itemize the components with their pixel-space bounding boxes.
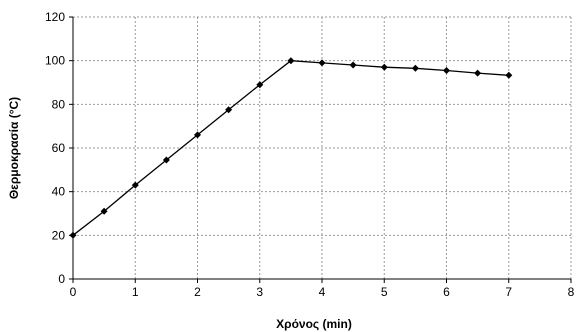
x-tick-label: 5 <box>381 285 388 299</box>
data-point-marker <box>318 59 326 67</box>
x-tick-label: 8 <box>568 285 575 299</box>
data-point-marker <box>100 207 108 215</box>
data-point-marker <box>474 69 482 77</box>
data-point-marker <box>194 131 201 139</box>
data-point-marker <box>162 156 170 164</box>
data-point-marker <box>131 181 139 189</box>
data-point-marker <box>380 63 388 71</box>
data-point-marker <box>256 81 264 89</box>
x-tick-label: 6 <box>443 285 450 299</box>
x-axis-ticks: 0 1 2 3 4 5 6 7 8 <box>70 279 575 299</box>
y-tick-label: 80 <box>52 97 66 111</box>
y-tick-label: 120 <box>45 10 65 24</box>
x-tick-label: 3 <box>256 285 263 299</box>
data-point-marker <box>225 106 233 114</box>
y-tick-label: 60 <box>52 141 66 155</box>
data-point-marker <box>287 57 295 65</box>
y-tick-label: 40 <box>52 185 66 199</box>
data-point-marker <box>411 64 419 72</box>
y-axis-title: Θερμοκρασία (°C) <box>7 97 21 199</box>
y-tick-label: 20 <box>52 228 66 242</box>
y-tick-label: 0 <box>58 272 65 286</box>
x-tick-label: 2 <box>194 285 201 299</box>
y-axis-ticks: 0 20 40 60 80 100 120 <box>45 10 73 286</box>
data-point-marker <box>505 71 513 79</box>
x-tick-label: 7 <box>505 285 512 299</box>
x-axis-title: Χρόνος (min) <box>276 317 352 331</box>
data-point-marker <box>443 67 450 74</box>
data-series <box>69 57 513 239</box>
data-point-marker <box>349 61 357 69</box>
y-tick-label: 100 <box>45 54 65 68</box>
grid <box>73 16 572 279</box>
x-tick-label: 4 <box>319 285 326 299</box>
x-tick-label: 0 <box>70 285 77 299</box>
x-tick-label: 1 <box>132 285 139 299</box>
data-point-marker <box>69 231 77 239</box>
